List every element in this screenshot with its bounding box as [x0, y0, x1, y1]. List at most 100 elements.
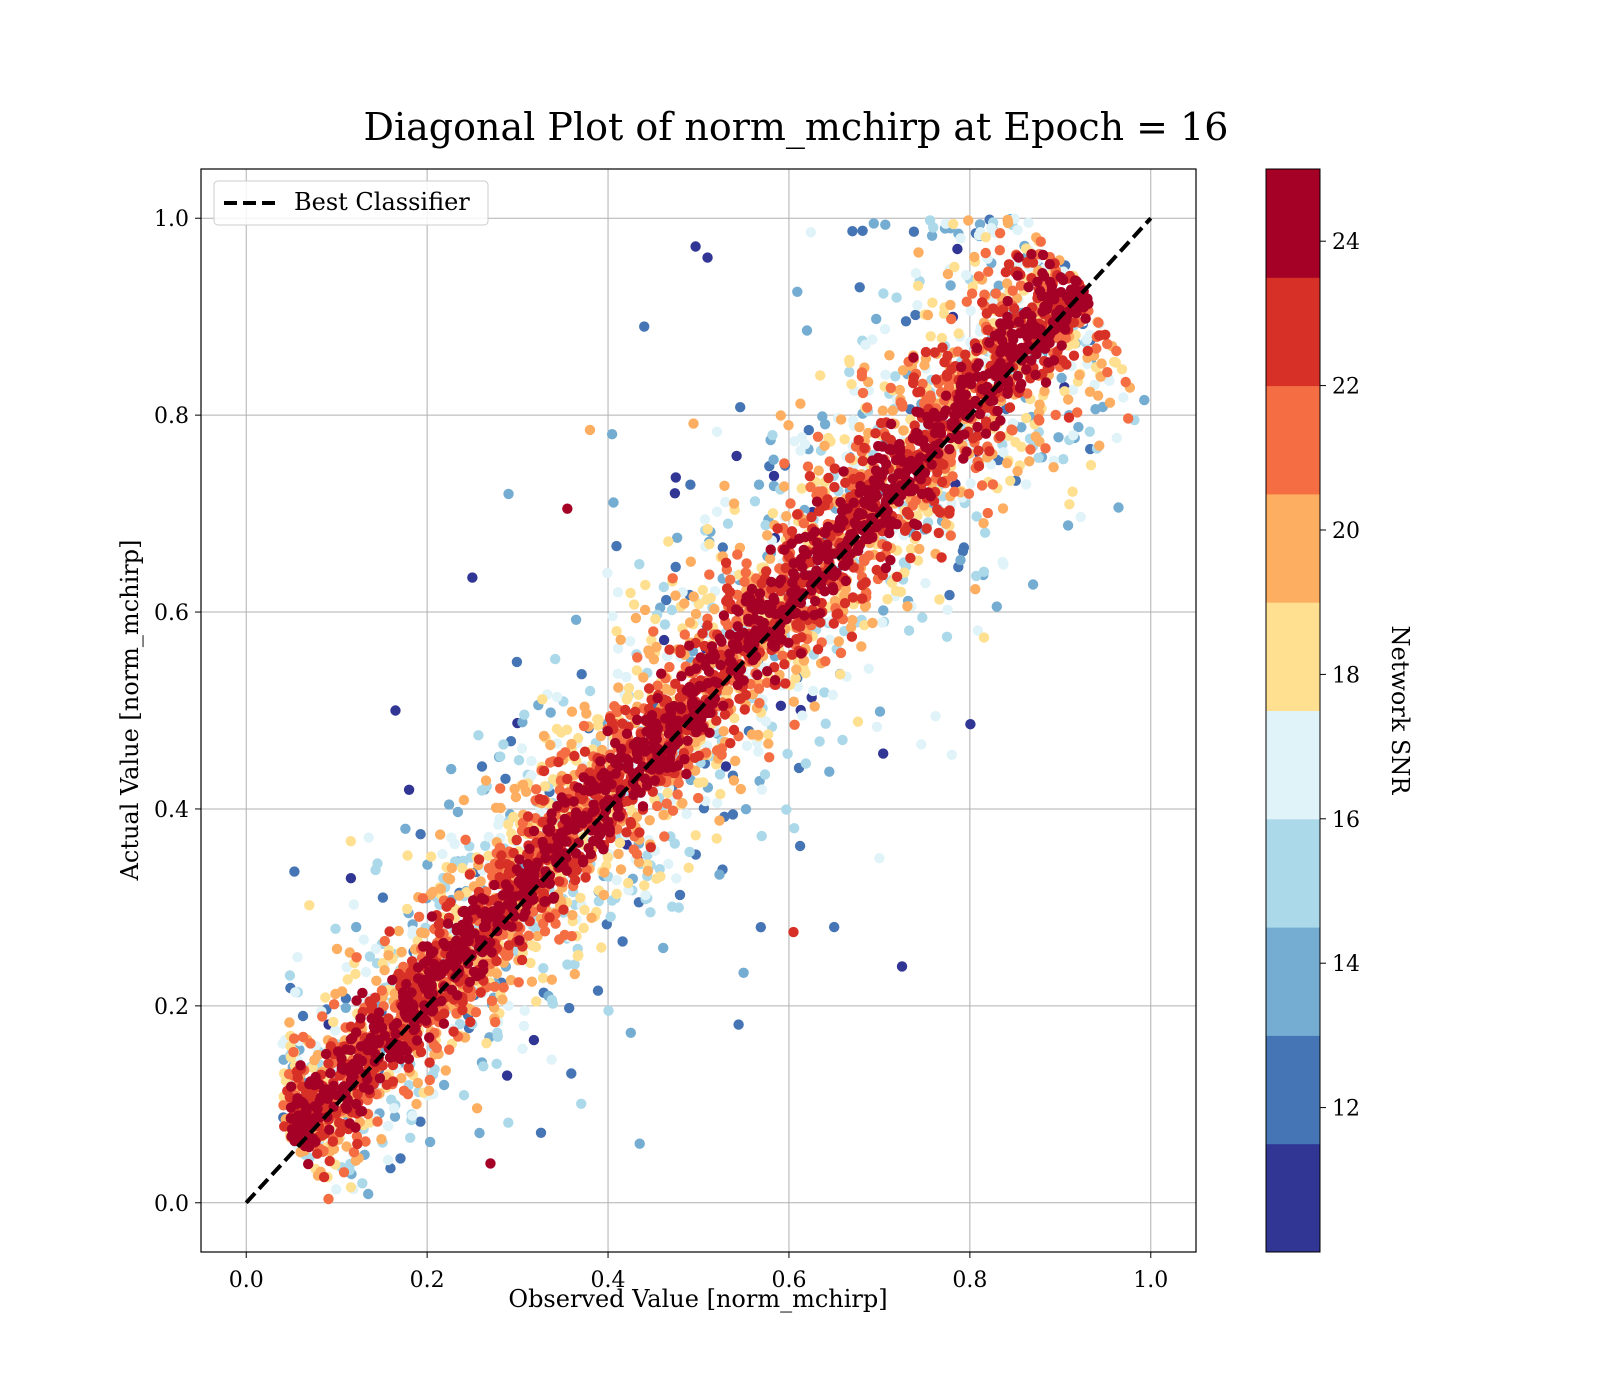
scatter-point	[902, 601, 913, 612]
scatter-point	[295, 1060, 306, 1071]
scatter-point	[777, 650, 788, 661]
scatter-point	[908, 352, 919, 363]
scatter-point	[544, 912, 555, 923]
scatter-point	[350, 1155, 361, 1166]
scatter-point	[714, 769, 726, 780]
scatter-point	[1111, 345, 1122, 357]
scatter-point	[882, 594, 893, 605]
scatter-point	[746, 602, 757, 613]
scatter-point	[704, 569, 715, 580]
scatter-point	[573, 782, 584, 793]
scatter-point	[847, 614, 858, 626]
scatter-point	[925, 491, 936, 502]
scatter-point	[492, 1027, 503, 1038]
scatter-point	[516, 954, 528, 966]
scatter-point	[995, 431, 1006, 442]
scatter-point	[980, 232, 991, 243]
scatter-point	[411, 1035, 423, 1046]
scatter-point	[352, 1138, 363, 1150]
scatter-point	[387, 1076, 399, 1087]
scatter-point	[787, 649, 798, 660]
scatter-point	[370, 992, 381, 1003]
scatter-point	[965, 719, 976, 730]
scatter-point	[768, 454, 779, 465]
scatter-point	[418, 974, 429, 986]
scatter-point	[426, 911, 438, 922]
scatter-point	[767, 430, 778, 441]
scatter-point	[569, 968, 580, 980]
scatter-point	[370, 943, 381, 954]
scatter-point	[440, 1065, 451, 1076]
scatter-point	[1012, 270, 1023, 281]
scatter-point	[1012, 466, 1023, 477]
scatter-point	[998, 559, 1009, 570]
scatter-point	[1002, 214, 1013, 226]
scatter-point	[890, 371, 901, 382]
scatter-point	[605, 911, 616, 922]
scatter-point	[813, 465, 824, 476]
scatter-point	[711, 506, 723, 517]
scatter-point	[763, 738, 774, 749]
scatter-point	[471, 1103, 483, 1114]
scatter-point	[389, 1111, 401, 1122]
scatter-point	[876, 617, 888, 628]
scatter-point	[806, 531, 817, 542]
scatter-point	[702, 677, 714, 689]
scatter-point	[661, 798, 672, 809]
scatter-point	[434, 917, 446, 929]
scatter-point	[881, 541, 893, 552]
scatter-point	[766, 576, 777, 588]
scatter-point	[1037, 249, 1049, 261]
scatter-point	[979, 527, 991, 538]
scatter-point	[1045, 276, 1056, 288]
scatter-point	[852, 716, 864, 727]
scatter-point	[963, 488, 975, 499]
scatter-point	[384, 926, 395, 937]
scatter-point	[791, 664, 802, 675]
scatter-point	[756, 578, 767, 589]
scatter-point	[438, 1079, 450, 1091]
scatter-point	[874, 706, 886, 717]
scatter-point	[1004, 319, 1015, 330]
scatter-point	[720, 761, 732, 772]
scatter-point	[1118, 392, 1129, 403]
scatter-point	[464, 976, 475, 988]
scatter-point	[934, 594, 945, 605]
scatter-point	[881, 458, 892, 470]
scatter-point	[764, 553, 776, 564]
scatter-point	[722, 518, 734, 529]
scatter-point	[1012, 370, 1023, 382]
scatter-point	[1096, 358, 1107, 369]
scatter-point	[712, 677, 724, 689]
scatter-point	[623, 682, 635, 694]
scatter-point	[1035, 236, 1047, 247]
scatter-point	[974, 408, 986, 420]
scatter-point	[681, 808, 692, 820]
scatter-point	[973, 460, 985, 472]
scatter-point	[908, 372, 920, 383]
scatter-point	[513, 977, 524, 988]
scatter-point	[634, 827, 645, 838]
scatter-point	[443, 799, 455, 810]
scatter-point	[857, 387, 869, 399]
scatter-point	[368, 1021, 380, 1032]
scatter-point	[915, 386, 926, 397]
scatter-point	[566, 1068, 577, 1079]
scatter-point	[740, 567, 751, 578]
scatter-point	[476, 785, 488, 796]
scatter-point	[715, 659, 726, 671]
scatter-point	[363, 832, 374, 843]
scatter-point	[605, 752, 616, 764]
scatter-point	[393, 925, 404, 937]
scatter-point	[1082, 345, 1094, 357]
scatter-point	[1093, 317, 1104, 328]
scatter-point	[558, 904, 569, 915]
scatter-point	[670, 561, 681, 573]
scatter-point	[552, 800, 563, 812]
scatter-point	[581, 708, 592, 719]
scatter-point	[828, 618, 839, 629]
scatter-point	[611, 540, 622, 552]
scatter-point	[1113, 502, 1124, 513]
scatter-point	[330, 988, 341, 1000]
scatter-point	[501, 1070, 513, 1081]
